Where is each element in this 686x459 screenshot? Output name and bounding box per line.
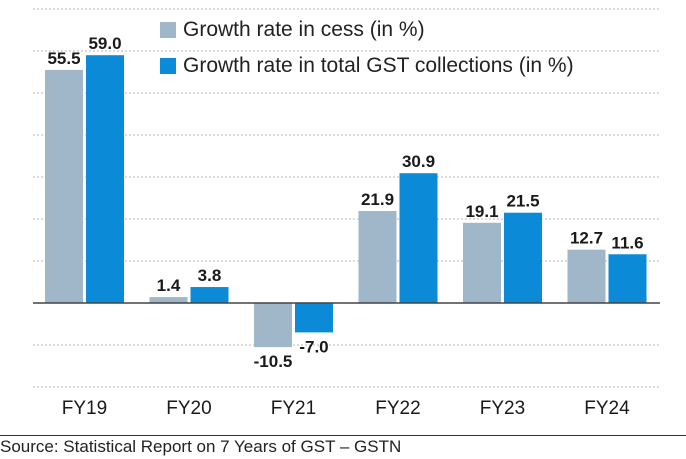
bar-fy21-series-1 (254, 303, 292, 348)
chart: 55.5 59.0 1.4 3.8 -10.5 -7.0 21.9 30.9 19.1 21.5 1… (33, 8, 660, 419)
clipped-title-band (0, 0, 686, 8)
value-label-fy19-series-1: 55.5 (47, 49, 80, 68)
bar-fy19-series-1 (45, 69, 83, 304)
value-label-fy20-series-1: 1.4 (157, 276, 181, 295)
bar-fy20-series-2 (190, 287, 229, 303)
value-label-fy24-series-1: 12.7 (570, 229, 603, 248)
x-tick-label-fy19: FY19 (62, 398, 107, 419)
legend: Growth rate in cess (in %) Growth rate i… (160, 16, 574, 88)
bar-fy22-series-1 (358, 211, 397, 303)
gridlines (33, 8, 660, 388)
legend-swatch-cess (160, 22, 176, 38)
legend-swatch-gst (160, 58, 176, 74)
bar-fy23-series-2 (504, 212, 542, 303)
bars (45, 55, 647, 348)
value-label-fy23-series-1: 19.1 (465, 202, 498, 221)
x-tick-label-fy22: FY22 (375, 398, 420, 419)
x-tick-label-fy21: FY21 (271, 398, 316, 419)
bar-fy23-series-1 (463, 222, 501, 303)
value-labels: 55.5 59.0 1.4 3.8 -10.5 -7.0 21.9 30.9 19.1 21.5 1… (47, 34, 643, 371)
value-label-fy21-series-1: -10.5 (254, 352, 293, 371)
x-tick-labels: FY19 FY20 FY21 FY22 FY23 FY24 (62, 398, 630, 419)
bar-fy24-series-1 (567, 249, 606, 303)
bar-fy24-series-2 (608, 254, 647, 303)
source-note: Source: Statistical Report on 7 Years of… (0, 435, 686, 459)
bar-fy20-series-1 (149, 297, 188, 303)
bar-fy22-series-2 (399, 173, 438, 303)
x-tick-label-fy23: FY23 (480, 398, 525, 419)
legend-label-cess: Growth rate in cess (in %) (183, 18, 425, 41)
value-label-fy19-series-2: 59.0 (88, 34, 121, 53)
value-label-fy20-series-2: 3.8 (198, 266, 222, 285)
legend-item-cess: Growth rate in cess (in %) (160, 16, 574, 44)
value-label-fy22-series-1: 21.9 (361, 190, 394, 209)
value-label-fy24-series-2: 11.6 (611, 233, 643, 252)
bar-fy19-series-2 (86, 55, 124, 304)
x-tick-label-fy24: FY24 (584, 398, 630, 419)
bar-fy21-series-2 (295, 303, 333, 333)
value-label-fy22-series-2: 30.9 (402, 152, 435, 171)
legend-item-gst: Growth rate in total GST collections (in… (160, 52, 574, 80)
legend-label-gst: Growth rate in total GST collections (in… (183, 54, 574, 77)
value-label-fy21-series-2: -7.0 (299, 337, 328, 356)
value-label-fy23-series-2: 21.5 (506, 192, 539, 211)
x-tick-label-fy20: FY20 (166, 398, 211, 419)
